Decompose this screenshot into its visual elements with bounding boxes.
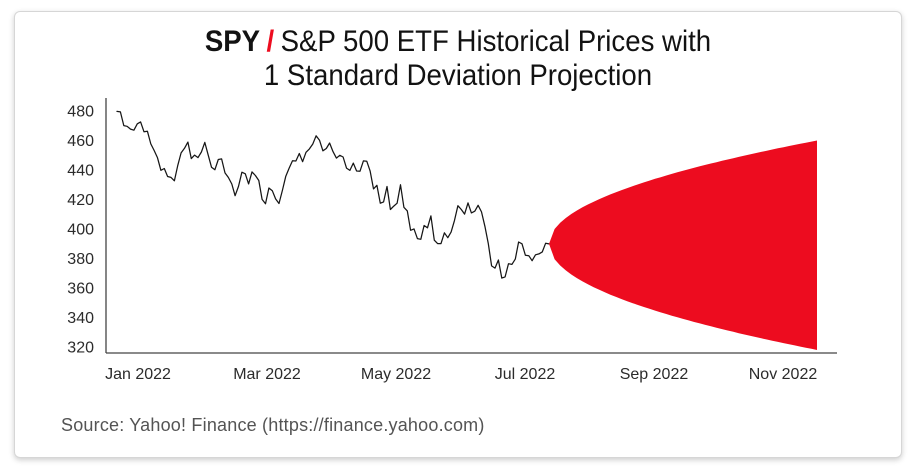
x-tick-label: Nov 2022 (749, 366, 818, 383)
y-tick-label: 400 (67, 222, 94, 239)
ticker-label: SPY (204, 25, 261, 58)
y-tick-label: 380 (67, 251, 94, 268)
chart-title-line1: SPY / S&P 500 ETF Historical Prices with (50, 25, 865, 59)
chart-subtitle: 1 Standard Deviation Projection (263, 59, 653, 92)
y-tick-label: 320 (67, 340, 94, 357)
y-tick-label: 480 (67, 104, 94, 121)
projection-cone (549, 140, 817, 350)
chart-title: SPY / S&P 500 ETF Historical Prices with 1… (15, 25, 901, 93)
x-tick-label: Sep 2022 (620, 366, 689, 383)
source-attribution: Source: Yahoo! Finance (https://finance.… (61, 415, 485, 435)
y-tick-label: 420 (67, 192, 94, 209)
price-chart: 480 460 440 420 400 380 360 340 320 Jan 2022 Mar 2… (67, 98, 837, 383)
y-tick-label: 360 (67, 281, 94, 298)
chart-card: SPY / S&P 500 ETF Historical Prices with 1… (14, 11, 902, 458)
y-tick-label: 340 (67, 310, 94, 327)
y-tick-label: 440 (67, 163, 94, 180)
x-tick-label: Jul 2022 (495, 366, 556, 383)
y-tick-label: 460 (67, 133, 94, 150)
x-tick-label: Jan 2022 (105, 366, 171, 383)
title-text: S&P 500 ETF Historical Prices with (280, 25, 712, 58)
title-separator: / (266, 25, 275, 58)
price-line (116, 110, 550, 279)
x-tick-label: May 2022 (361, 366, 431, 383)
x-tick-label: Mar 2022 (233, 366, 301, 383)
